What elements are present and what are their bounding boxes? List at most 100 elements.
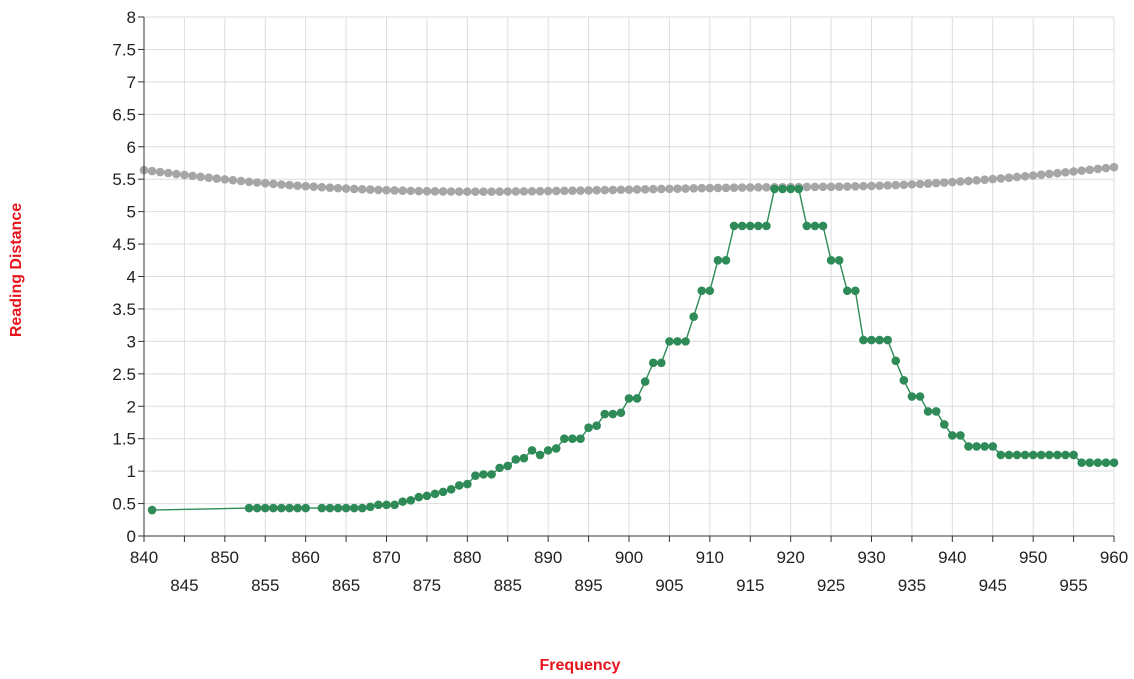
grey-series-point xyxy=(390,186,399,195)
green-series-point xyxy=(948,431,957,440)
green-series-point xyxy=(737,221,747,231)
green-series-point xyxy=(349,503,359,513)
green-series-point xyxy=(317,503,327,513)
green-series-point xyxy=(446,484,456,494)
green-series-point xyxy=(665,337,674,346)
grey-series-point xyxy=(931,178,941,188)
grey-series-point xyxy=(705,183,715,193)
green-series-point xyxy=(1053,450,1062,460)
grey-series-point xyxy=(212,174,222,183)
grey-series-point xyxy=(624,185,634,194)
x-tick-label: 840 xyxy=(130,548,158,567)
green-series-point xyxy=(689,312,698,322)
grey-series-point xyxy=(681,184,690,193)
y-tick-label: 7.5 xyxy=(112,40,136,59)
green-series-point xyxy=(931,407,941,416)
x-tick-label: 875 xyxy=(413,576,441,595)
y-tick-label: 0 xyxy=(127,527,136,546)
grey-series-point xyxy=(430,187,440,196)
grey-series-point xyxy=(891,180,901,190)
grey-series-point xyxy=(503,187,513,196)
green-series-point xyxy=(1028,450,1038,460)
grey-series-point xyxy=(244,177,254,187)
green-series-point xyxy=(923,407,933,416)
green-series-point xyxy=(891,356,901,366)
green-series-point xyxy=(859,335,868,345)
grey-series-point xyxy=(341,184,351,193)
grey-series-point xyxy=(204,173,213,182)
grey-series-point xyxy=(632,185,642,194)
grey-series-point xyxy=(648,184,658,194)
grey-series-point xyxy=(584,186,593,195)
x-tick-label: 870 xyxy=(372,548,400,567)
green-series-point xyxy=(495,463,504,473)
green-series-point xyxy=(907,392,917,401)
grey-series-point xyxy=(834,182,844,191)
x-tick-label: 935 xyxy=(898,576,926,595)
green-series-point xyxy=(1012,450,1022,460)
grey-series-point xyxy=(568,186,577,195)
grey-series-point xyxy=(1028,171,1038,180)
grey-series-point xyxy=(511,187,521,196)
grey-series-point xyxy=(236,176,246,186)
green-series-point xyxy=(398,497,407,506)
green-series-point xyxy=(527,446,537,455)
green-series-point xyxy=(729,221,739,231)
grey-series-point xyxy=(745,183,755,192)
green-series-point xyxy=(640,377,650,386)
x-tick-label: 955 xyxy=(1059,576,1087,595)
grid-lines xyxy=(143,16,1115,536)
green-series-point xyxy=(899,376,909,385)
y-tick-label: 2.5 xyxy=(112,365,136,384)
green-series-point xyxy=(883,335,892,345)
x-tick-label: 850 xyxy=(211,548,239,567)
green-series-point xyxy=(1020,450,1030,460)
grey-series-point xyxy=(188,171,197,181)
grey-series-point xyxy=(673,184,682,193)
grey-series-point xyxy=(527,186,537,196)
grey-series-point xyxy=(980,175,989,185)
green-series-point xyxy=(551,444,561,453)
grey-series-point xyxy=(414,186,424,196)
green-series-point xyxy=(875,335,884,345)
green-series-point xyxy=(341,503,351,513)
green-series-point xyxy=(519,453,529,463)
green-series-point xyxy=(325,503,335,513)
green-series-point xyxy=(786,184,795,194)
grey-series-point xyxy=(382,185,391,195)
x-tick-label: 940 xyxy=(938,548,966,567)
green-series-point xyxy=(438,487,448,497)
grey-series-point xyxy=(172,169,181,179)
grey-series-point xyxy=(285,180,294,190)
green-series-point xyxy=(592,421,601,431)
green-series-point xyxy=(762,221,771,231)
x-tick-label: 915 xyxy=(736,576,764,595)
grey-series-point xyxy=(939,178,949,187)
x-tick-label: 905 xyxy=(655,576,683,595)
grey-series-point xyxy=(867,181,876,191)
x-tick-label: 920 xyxy=(776,548,804,567)
grey-series-point xyxy=(479,187,488,196)
green-series-line xyxy=(152,188,1114,511)
grey-series-point xyxy=(180,170,189,180)
green-series-point xyxy=(293,503,302,513)
grey-series-point xyxy=(1077,166,1086,175)
green-series-point xyxy=(382,500,391,510)
green-series-point xyxy=(147,505,157,515)
green-series-point xyxy=(1036,450,1046,460)
y-tick-label: 8 xyxy=(127,8,136,27)
grey-series-point xyxy=(810,182,820,192)
green-series-point xyxy=(826,255,836,265)
grey-series-point xyxy=(883,181,892,190)
y-tick-label: 7 xyxy=(127,73,136,92)
green-series xyxy=(147,184,1119,515)
x-tick-label: 860 xyxy=(291,548,319,567)
grey-series-point xyxy=(859,181,868,191)
y-tick-label: 4 xyxy=(127,268,136,287)
grey-series-point xyxy=(155,167,165,177)
green-series-point xyxy=(915,392,925,401)
grey-series-point xyxy=(309,182,319,192)
grey-series-point xyxy=(196,172,205,182)
y-tick-label: 6 xyxy=(127,138,136,157)
